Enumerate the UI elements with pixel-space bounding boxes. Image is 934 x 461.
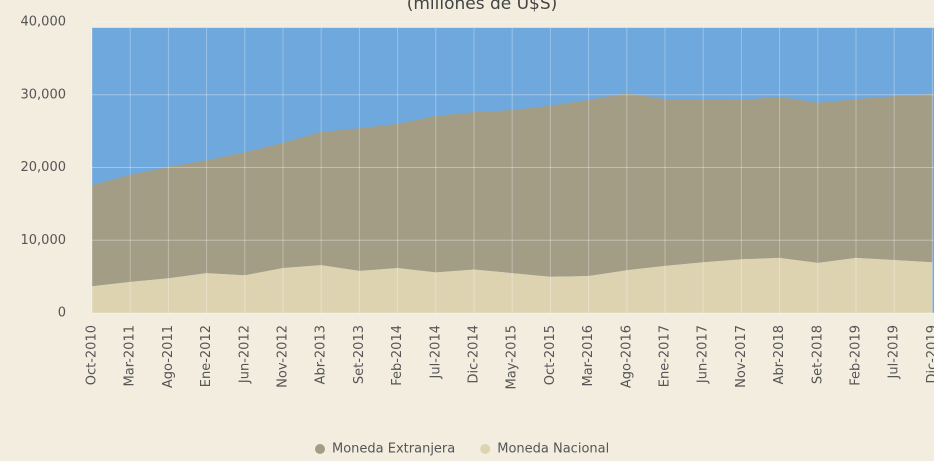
x-tick-label: Ago-2016 <box>619 325 634 388</box>
x-tick-label: Set-2013 <box>352 325 367 384</box>
x-tick-label: Abr-2013 <box>314 325 329 384</box>
x-tick-label: Jul-2014 <box>428 325 443 379</box>
y-tick-label: 0 <box>58 306 66 321</box>
legend-label: Moneda Extranjera <box>332 442 455 457</box>
x-tick-label: Ene-2012 <box>199 325 214 387</box>
y-tick-label: 30,000 <box>21 87 67 102</box>
x-tick-label: Ago-2011 <box>161 325 176 388</box>
x-tick-label: Dic-2014 <box>467 325 482 384</box>
x-tick-label: Jun-2012 <box>237 325 252 384</box>
x-tick-label: Nov-2017 <box>734 325 749 388</box>
x-tick-label: Oct-2010 <box>85 325 100 385</box>
y-tick-label: 40,000 <box>21 15 67 30</box>
x-tick-label: May-2015 <box>505 325 520 389</box>
y-tick-label: 20,000 <box>21 160 67 175</box>
legend-marker <box>480 444 491 454</box>
x-tick-label: Set-2018 <box>810 325 825 384</box>
area <box>92 257 933 313</box>
x-tick-label: Ene-2017 <box>658 325 673 387</box>
chart-title: (millones de U$S) <box>407 0 558 14</box>
x-tick-label: Oct-2015 <box>543 325 558 385</box>
x-tick-label: Jul-2019 <box>887 325 902 379</box>
x-tick-label: Mar-2011 <box>123 325 138 386</box>
x-tick-label: Dic-2019 <box>925 325 934 384</box>
x-tick-label: Feb-2019 <box>849 325 864 386</box>
legend-label: Moneda Nacional <box>497 442 609 457</box>
y-tick-label: 10,000 <box>21 233 67 248</box>
area <box>92 93 933 287</box>
x-tick-label: Mar-2016 <box>581 325 596 386</box>
x-tick-label: Abr-2018 <box>772 325 787 384</box>
x-tick-label: Jun-2017 <box>696 325 711 384</box>
x-tick-label: Nov-2012 <box>276 325 291 388</box>
x-tick-label: Feb-2014 <box>390 325 405 386</box>
legend-marker <box>315 444 325 454</box>
